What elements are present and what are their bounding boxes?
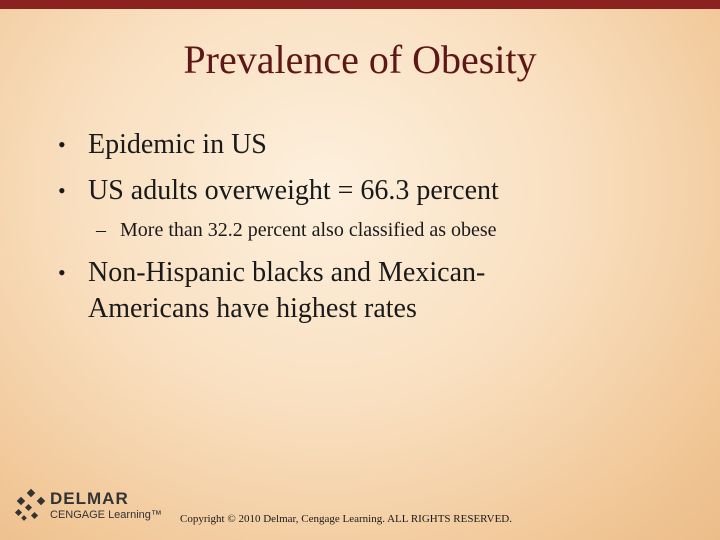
top-accent-bar (0, 0, 720, 9)
bullet-glyph: • (58, 132, 66, 157)
publisher-logo: DELMAR CENGAGE Learning™ (14, 488, 174, 528)
bullet-text-line1: Non-Hispanic blacks and Mexican- (88, 257, 486, 288)
logo-wordmark-secondary: CENGAGE Learning™ (50, 508, 162, 522)
bullet-text: Epidemic in US (88, 129, 267, 160)
sub-bullet-text: More than 32.2 percent also classified a… (120, 219, 497, 241)
slide-title: Prevalence of Obesity (183, 37, 537, 82)
copyright-notice: Copyright © 2010 Delmar, Cengage Learnin… (180, 513, 512, 525)
logo-mark-icon (14, 488, 46, 521)
bullet-glyph: • (58, 260, 66, 285)
sub-bullet-glyph: – (96, 219, 106, 241)
logo-trademark: ™ (150, 509, 162, 521)
bullet-glyph: • (58, 178, 66, 203)
logo-wordmark-primary: DELMAR (50, 489, 129, 508)
bullet-text: US adults overweight = 66.3 percent (88, 175, 499, 206)
logo-wordmark-secondary-text: CENGAGE Learning (50, 509, 151, 521)
bullet-text-line2: Americans have highest rates (88, 293, 417, 324)
